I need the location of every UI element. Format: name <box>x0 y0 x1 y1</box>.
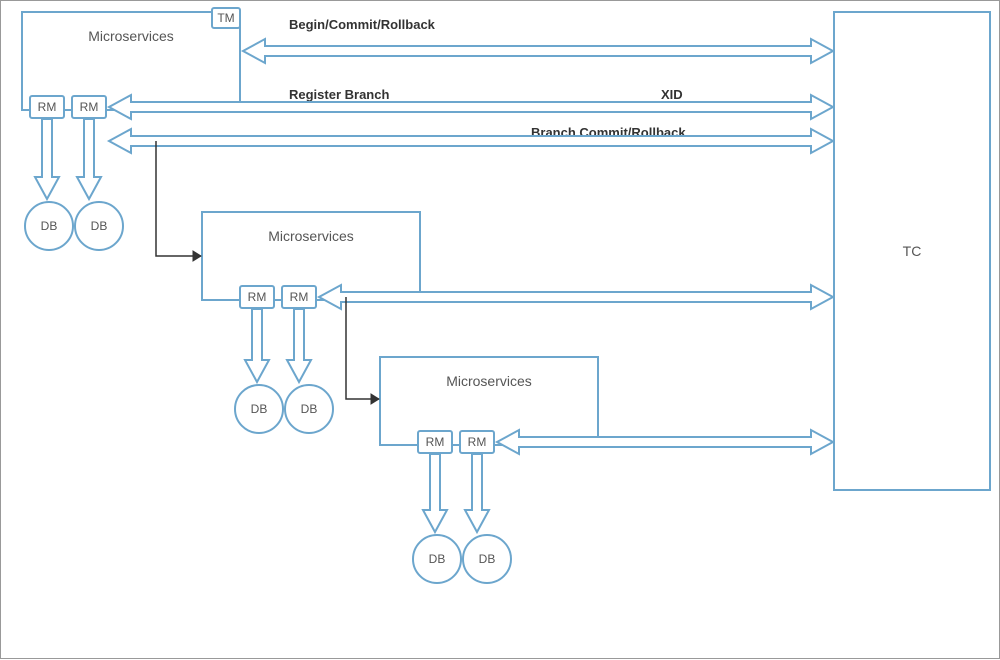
down-arrow <box>423 454 447 532</box>
thin-arrow-head <box>193 251 201 261</box>
db-circle: DB <box>412 534 462 584</box>
down-arrow <box>465 454 489 532</box>
db-circle: DB <box>74 201 124 251</box>
down-arrow <box>77 119 101 199</box>
db-circle: DB <box>462 534 512 584</box>
microservice-label: Microservices <box>446 373 532 389</box>
annotation-xid: XID <box>661 87 683 102</box>
rm-tag: RM <box>281 285 317 309</box>
double-arrow <box>109 129 833 153</box>
annotation-branch-commit: Branch Commit/Rollback <box>531 125 686 140</box>
diagram-canvas: Microservices TM RM RM DB DB Microservic… <box>0 0 1000 659</box>
thin-arrow <box>156 141 201 256</box>
rm-tag: RM <box>459 430 495 454</box>
microservice-label: Microservices <box>88 28 174 44</box>
thin-arrow-head <box>371 394 379 404</box>
tc-box: TC <box>833 11 991 491</box>
db-circle: DB <box>284 384 334 434</box>
tm-tag: TM <box>211 7 241 29</box>
double-arrow <box>243 39 833 63</box>
microservice-label: Microservices <box>268 228 354 244</box>
db-circle: DB <box>24 201 74 251</box>
down-arrow <box>287 309 311 382</box>
rm-tag: RM <box>239 285 275 309</box>
db-circle: DB <box>234 384 284 434</box>
down-arrow <box>35 119 59 199</box>
annotation-begin-commit: Begin/Commit/Rollback <box>289 17 435 32</box>
rm-tag: RM <box>29 95 65 119</box>
rm-tag: RM <box>71 95 107 119</box>
down-arrow <box>245 309 269 382</box>
thin-arrow <box>346 297 379 399</box>
rm-tag: RM <box>417 430 453 454</box>
annotation-register-branch: Register Branch <box>289 87 389 102</box>
tc-label: TC <box>903 243 922 259</box>
